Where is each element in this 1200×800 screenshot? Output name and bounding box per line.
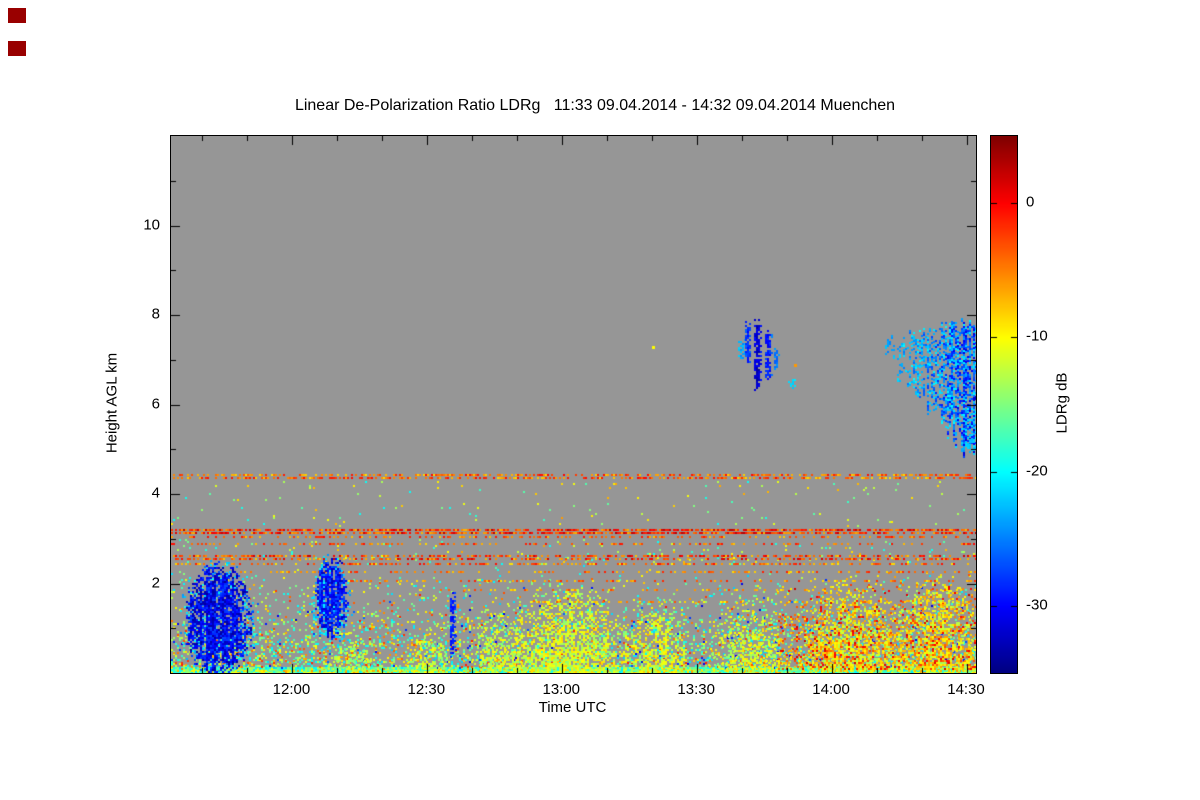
colorbar	[990, 135, 1018, 674]
colorbar-label: LDRg dB	[1053, 372, 1071, 434]
x-tick-label: 14:30	[947, 681, 985, 698]
colorbar-tick-label: -20	[1026, 462, 1048, 480]
y-tick-label: 10	[143, 216, 160, 233]
colorbar-canvas	[991, 136, 1017, 673]
x-tick-label: 13:30	[677, 681, 715, 698]
x-tick-label: 13:00	[542, 681, 581, 698]
x-tick-label: 12:30	[407, 681, 446, 698]
heatmap-canvas	[171, 136, 976, 673]
x-axis-label: Time UTC	[538, 699, 607, 716]
chart-title: Linear De-Polarization Ratio LDRg 11:33 …	[294, 97, 896, 114]
y-tick-label: 4	[151, 484, 160, 502]
x-tick-label: 14:00	[812, 681, 850, 698]
y-tick-label: 8	[151, 305, 160, 323]
y-axis-label: Height AGL km	[103, 352, 121, 454]
colorbar-tick-label: -30	[1026, 596, 1048, 614]
y-tick-label: 2	[151, 574, 160, 591]
y-tick-label: 6	[151, 395, 160, 412]
colorbar-tick-label: -10	[1026, 327, 1048, 345]
x-tick-label: 12:00	[272, 681, 311, 698]
colorbar-tick-label: 0	[1026, 193, 1035, 211]
plot-area	[170, 135, 977, 674]
corner-marker-icon	[8, 8, 26, 23]
corner-marker-icon	[8, 41, 26, 56]
